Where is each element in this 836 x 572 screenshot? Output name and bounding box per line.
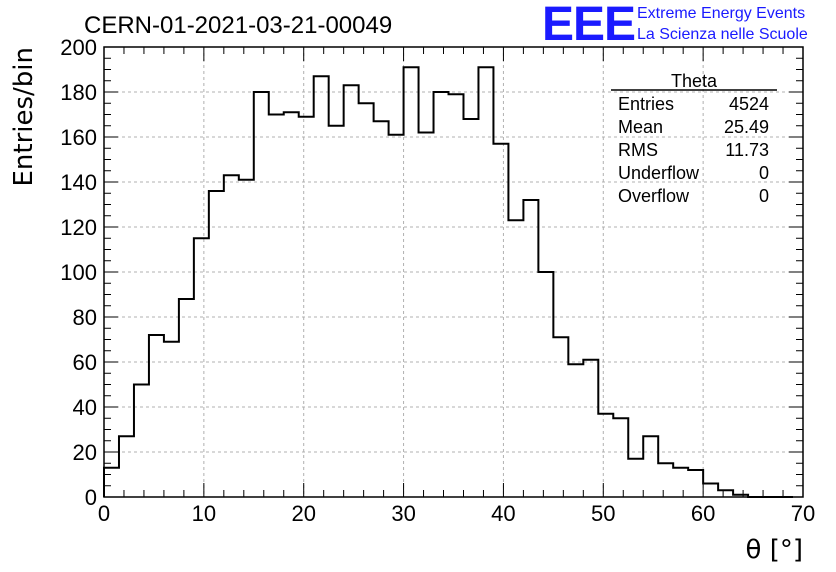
histogram-bin (224, 175, 239, 497)
y-tick-label: 20 (73, 440, 97, 465)
histogram-bin (374, 121, 389, 497)
histogram-bin (493, 144, 508, 497)
y-tick-labels: 0 20 40 60 80 100 120 140 160 180 200 (60, 35, 97, 510)
histogram-bin (583, 360, 598, 497)
histogram-bin (688, 470, 703, 497)
x-tick-label: 40 (491, 501, 515, 526)
y-tick-label: 80 (73, 305, 97, 330)
stats-rms-label: RMS (618, 140, 658, 160)
y-tick-label: 0 (85, 485, 97, 510)
histogram-bin (703, 484, 718, 498)
x-tick-label: 0 (98, 501, 110, 526)
stats-mean-value: 25.49 (724, 117, 769, 137)
histogram-bin (628, 459, 643, 497)
grid-lines (104, 47, 803, 497)
histogram-bin (449, 94, 464, 497)
histogram-bin (419, 133, 434, 498)
histogram-bin (718, 490, 733, 497)
plot-frame (103, 46, 804, 498)
histogram-bin (643, 436, 658, 497)
y-tick-label: 140 (60, 170, 97, 195)
histogram-bin (568, 364, 583, 497)
stats-entries-value: 4524 (729, 94, 769, 114)
y-tick-label: 180 (60, 80, 97, 105)
histogram-bin (119, 436, 134, 497)
histogram-bin (164, 342, 179, 497)
histogram-bin (149, 335, 164, 497)
stats-title: Theta (671, 71, 718, 91)
x-tick-label: 20 (291, 501, 315, 526)
x-axis-label: θ [°] (746, 535, 803, 565)
histogram-bin (299, 117, 314, 497)
histogram-bin (179, 299, 194, 497)
stats-overflow-label: Overflow (618, 186, 690, 206)
histogram-bin (613, 418, 628, 497)
stats-mean-label: Mean (618, 117, 663, 137)
x-tick-labels: 0 10 20 30 40 50 60 70 (98, 501, 815, 526)
x-tick-label: 70 (791, 501, 815, 526)
histogram-bin (359, 103, 374, 497)
histogram-bin (434, 92, 449, 497)
y-tick-label: 100 (60, 260, 97, 285)
histogram-bin (673, 468, 688, 497)
histogram-bin (598, 414, 613, 497)
histogram-bin (553, 337, 568, 497)
histogram-bin (478, 67, 493, 497)
histogram-bin (538, 272, 553, 497)
histogram-bin (523, 200, 538, 497)
stats-rms-value: 11.73 (725, 140, 769, 160)
histogram-bin (404, 67, 419, 497)
y-tick-label: 200 (60, 35, 97, 60)
histogram-bin (104, 468, 119, 497)
histogram-outline (103, 66, 794, 498)
x-tick-label: 30 (391, 501, 415, 526)
x-tick-label: 10 (192, 501, 216, 526)
histogram-bin (658, 463, 673, 497)
stats-underflow-label: Underflow (618, 163, 700, 183)
stats-underflow-value: 0 (759, 163, 769, 183)
histogram-bin (389, 135, 404, 497)
stats-entries-label: Entries (618, 94, 674, 114)
histogram-bin (508, 220, 523, 497)
histogram-bin (284, 112, 299, 497)
y-tick-label: 120 (60, 215, 97, 240)
y-tick-label: 40 (73, 395, 97, 420)
histogram-bars (103, 66, 794, 498)
y-axis-label: Entries/bin (9, 47, 39, 187)
logo-line-1: Extreme Energy Events (637, 5, 805, 22)
stats-overflow-value: 0 (759, 186, 769, 206)
histogram-bin (194, 238, 209, 497)
y-tick-label: 160 (60, 125, 97, 150)
histogram-bin (314, 76, 329, 497)
histogram-bin (329, 126, 344, 497)
stats-box: Theta Entries 4524 Mean 25.49 RMS 11.73 … (611, 71, 777, 206)
histogram-bin (344, 85, 359, 497)
histogram-bin (269, 115, 284, 498)
logo-line-2: La Scienza nelle Scuole (637, 26, 808, 43)
histogram-bin (134, 385, 149, 498)
histogram-bin (463, 119, 478, 497)
x-tick-label: 60 (691, 501, 715, 526)
chart-title: CERN-01-2021-03-21-00049 (84, 12, 392, 39)
histogram-bin (254, 92, 269, 497)
histogram-bin (239, 180, 254, 497)
x-tick-label: 50 (591, 501, 615, 526)
logo-mark: EEE (542, 0, 635, 51)
eee-logo: EEE Extreme Energy Events La Scienza nel… (542, 0, 808, 51)
histogram-bin (209, 191, 224, 497)
y-tick-label: 60 (73, 350, 97, 375)
